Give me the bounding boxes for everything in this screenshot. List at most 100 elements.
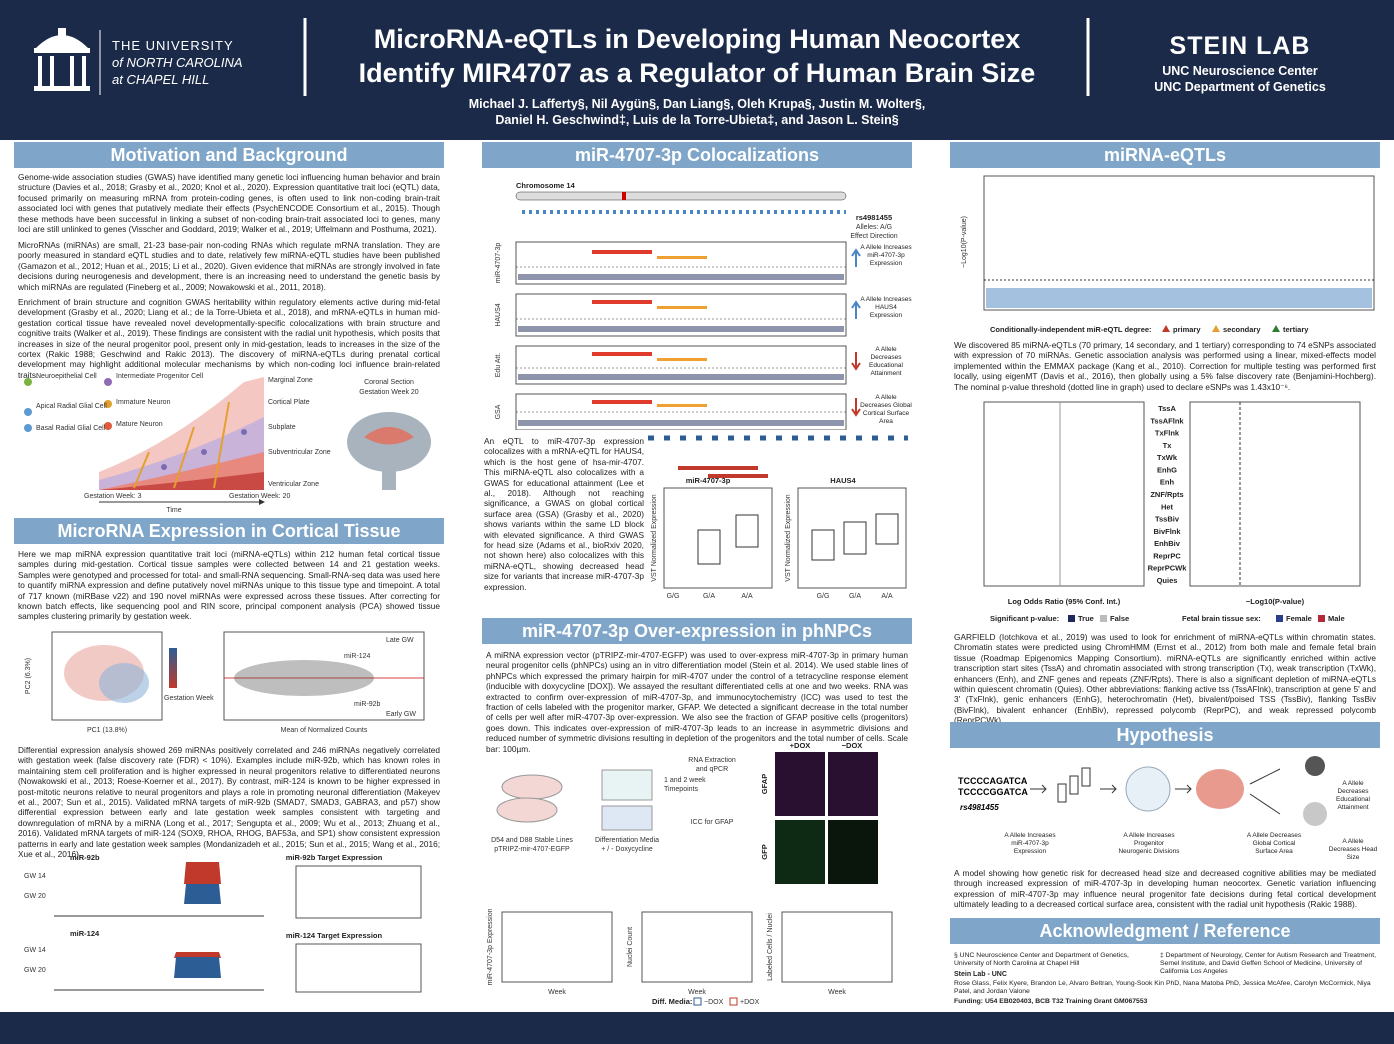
- figure-label: Intermediate Progenitor Cell: [116, 373, 204, 380]
- annotation: Early GW: [386, 711, 416, 718]
- axis-label: Week: [548, 989, 566, 996]
- pca-ma-figure: PC1 (13.8%) PC2 (6.3%) Gestation Week Me…: [25, 631, 425, 734]
- paragraph: Differential expression analysis showed …: [18, 745, 440, 860]
- legend-entry: −DOX: [704, 999, 724, 1006]
- figure-label: Neuroepithelial Cell: [36, 373, 97, 380]
- state-label: EnhBiv: [1154, 539, 1181, 548]
- legend-entry: primary: [1173, 325, 1201, 334]
- figure-label: Marginal Zone: [268, 377, 313, 384]
- axis-label: PC2 (6.3%): [25, 658, 32, 694]
- section-title: miR-4707-3p Colocalizations: [482, 142, 912, 168]
- panel-title: miR-4707-3p: [686, 476, 731, 485]
- affiliation: UNC Department of Genetics: [1154, 80, 1326, 94]
- effect-annotation: A Allele Decreases Global Cortical Surfa…: [860, 394, 912, 425]
- funding: Funding: U54 EB020403, BCB T32 Training …: [954, 998, 1148, 1005]
- affiliation-note: § UNC Neuroscience Center and Department…: [954, 952, 1129, 967]
- axis-label: PC1 (13.8%): [87, 727, 127, 734]
- overexpression-figure: D54 and D88 Stable Lines pTRIPZ-mir-4707…: [487, 742, 893, 1006]
- figure-label: Time: [166, 507, 181, 514]
- authors: Michael J. Lafferty§, Nil Aygün§, Dan Li…: [469, 97, 926, 111]
- paragraph: Enrichment of brain structure and cognit…: [18, 297, 440, 380]
- legend-title: Conditionally-independent miR-eQTL degre…: [990, 325, 1152, 334]
- snp-alleles: Alleles: A/G: [856, 224, 892, 231]
- axis-label: VST Normalized Expression: [785, 494, 792, 582]
- figure-label: Mature Neuron: [116, 421, 163, 428]
- legend-entry: tertiary: [1283, 325, 1309, 334]
- section-title: miRNA-eQTLs: [950, 142, 1380, 168]
- figure-label: + / - Doxycycline: [601, 846, 653, 853]
- axis-label: Week: [688, 989, 706, 996]
- effect-annotation: A Allele Increases HAUS4 Expression: [860, 296, 912, 319]
- tick-label: G/A: [703, 593, 715, 600]
- authors: Daniel H. Geschwind‡, Luis de la Torre-U…: [495, 113, 898, 127]
- snp-label: rs4981455: [856, 213, 892, 222]
- colocalization-figure: Chromosome 14 rs4981455 Alleles: A/G Eff…: [495, 181, 898, 430]
- effect-annotation: A Allele Increases miR-4707-3p Expressio…: [860, 244, 912, 267]
- axis-label: Nuclei Count: [627, 927, 634, 967]
- panel-title: HAUS4: [830, 476, 856, 485]
- paragraph: GARFIELD (Iotchkova et al., 2019) was us…: [954, 632, 1376, 726]
- hypothesis-figure: TCCCCAGATCA TCCCCGGATCA rs4981455: [958, 756, 1327, 826]
- panel-title: miR-124: [70, 929, 100, 938]
- affiliation: UNC Neuroscience Center: [1162, 64, 1318, 78]
- paragraph: We discovered 85 miRNA-eQTLs (70 primary…: [954, 340, 1376, 392]
- legend-entry: False: [1110, 614, 1129, 623]
- track-label: Edu Att.: [495, 353, 502, 378]
- figure-label: GFAP: [760, 774, 769, 794]
- paragraph: An eQTL to miR-4707-3p expression coloca…: [484, 436, 644, 592]
- neocortex-figure: Neuroepithelial Cell Intermediate Progen…: [24, 373, 431, 514]
- state-label: ReprPCWk: [1148, 564, 1188, 573]
- figure-label: Apical Radial Glial Cell: [36, 403, 107, 410]
- axis-label: −Log10(P-value): [961, 216, 968, 268]
- figure-label: 1 and 2 week: [664, 777, 706, 784]
- state-label: TxFlnk: [1155, 429, 1180, 438]
- sequence: TCCCCGGATCA: [958, 787, 1028, 797]
- figure-label: pTRIPZ-mir-4707-EGFP: [494, 846, 570, 853]
- paragraph: Here we map miRNA expression quantitativ…: [18, 549, 440, 622]
- figure-label: Coronal Section: [364, 379, 414, 386]
- state-label: EnhG: [1157, 465, 1177, 474]
- lab-title: Stein Lab - UNC: [954, 971, 1007, 978]
- figure-label: Subventricular Zone: [268, 449, 331, 456]
- title: Identify MIR4707 as a Regulator of Human…: [359, 58, 1036, 88]
- legend-entry: Male: [1328, 614, 1345, 623]
- tick-label: A/A: [741, 593, 753, 600]
- paragraph: MicroRNAs (miRNAs) are small, 21-23 base…: [18, 240, 440, 292]
- tick-label: A/A: [881, 593, 893, 600]
- step-label: A Allele Increases Progenitor Neurogenic…: [1118, 832, 1180, 855]
- step-label: A Allele Decreases Head Size: [1328, 838, 1378, 861]
- state-label: Tx: [1163, 441, 1173, 450]
- legend-title: Diff. Media:: [652, 997, 692, 1006]
- track-label: HAUS4: [495, 303, 502, 326]
- panel-title: miR-124 Target Expression: [286, 931, 383, 940]
- axis-label: Mean of Normalized Counts: [281, 727, 368, 734]
- genotype-boxplots: miR-4707-3p HAUS4 G/G G/A A/A G/G G/A A/…: [648, 435, 908, 600]
- section-title: MicroRNA Expression in Cortical Tissue: [14, 518, 444, 544]
- paragraph: A model showing how genetic risk for dec…: [954, 868, 1376, 910]
- legend-entry: True: [1078, 614, 1094, 623]
- annotation: miR-92b: [354, 701, 381, 708]
- figure-label: Gestation Week: 20: [229, 493, 290, 500]
- axis-label: −Log10(P-value): [1246, 597, 1305, 606]
- legend-title: Fetal brain tissue sex:: [1182, 614, 1261, 623]
- track-label: miR-4707-3p: [495, 243, 502, 284]
- section-title: Motivation and Background: [14, 142, 444, 168]
- legend-title: Gestation Week: [164, 695, 214, 702]
- figure-label: ICC for GFAP: [691, 819, 734, 826]
- state-label: Enh: [1160, 478, 1175, 487]
- track-panels: [515, 241, 847, 430]
- effect-header: Effect Direction: [850, 233, 897, 240]
- state-label: BivFlnk: [1153, 527, 1181, 536]
- tick-label: G/G: [667, 593, 680, 600]
- figure-label: +DOX: [790, 742, 811, 750]
- state-labels: TssA TssAFlnk TxFlnk Tx TxWk EnhG Enh ZNF/Rpts H…: [1148, 404, 1188, 585]
- affiliation-note: ‡ Department of Neurology, Center for Au…: [1160, 952, 1376, 975]
- mirna-track-figure: miR-92b GW 14 GW 20 miR-124 GW 14 GW 20 …: [24, 853, 422, 993]
- chromosome-label: Chromosome 14: [516, 181, 576, 190]
- annotation: miR-124: [344, 653, 371, 660]
- manhattan-figure: −Log10(P-value) Conditionally-independen…: [961, 175, 1375, 334]
- section-title: Hypothesis: [950, 722, 1380, 748]
- state-label: Quies: [1157, 576, 1178, 585]
- step-label: A Allele Decreases Educational Attainmen…: [1336, 780, 1370, 811]
